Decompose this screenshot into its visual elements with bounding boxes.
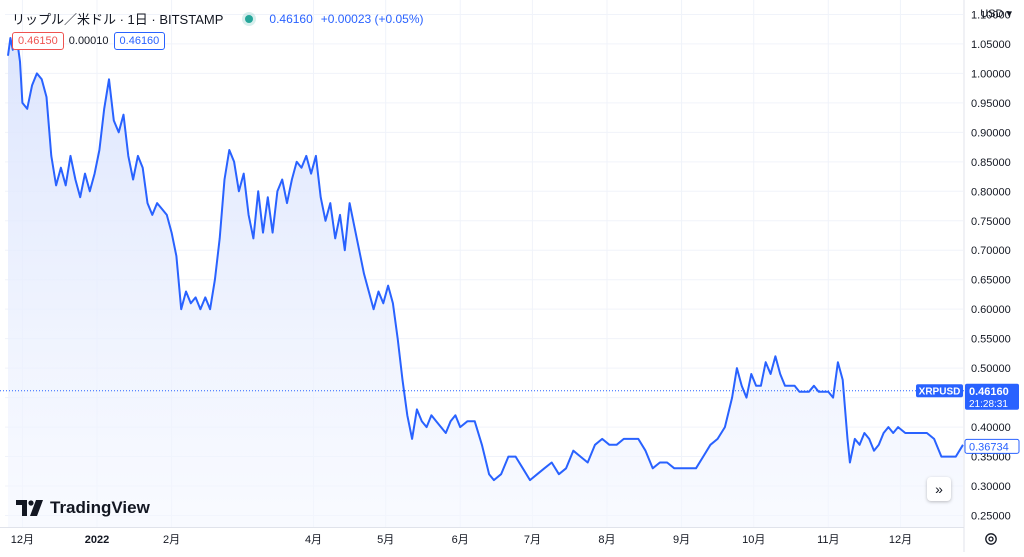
ask-price-button[interactable]: 0.46160 <box>113 32 166 50</box>
y-tick-label: 0.60000 <box>971 304 1011 316</box>
double-chevron-right-icon: » <box>935 481 943 497</box>
x-tick-label: 9月 <box>673 534 690 546</box>
x-tick-label: 2月 <box>163 534 180 546</box>
spread-value: 0.00010 <box>68 35 109 47</box>
y-tick-label: 0.55000 <box>971 334 1011 346</box>
last-price: 0.46160 <box>269 11 313 26</box>
x-tick-label: 6月 <box>452 534 469 546</box>
x-tick-label: 5月 <box>377 534 394 546</box>
y-tick-label: 0.25000 <box>971 511 1011 523</box>
x-tick-label: 4月 <box>305 534 322 546</box>
y-tick-label: 0.70000 <box>971 245 1011 257</box>
x-tick-label: 12月 <box>11 534 34 546</box>
crosshair-price-label: 0.36734 <box>969 441 1009 453</box>
symbol-title[interactable]: リップル／米ドル · 1日 · BITSTAMP <box>12 12 224 27</box>
y-tick-label: 0.65000 <box>971 275 1011 287</box>
plot-area <box>7 37 964 527</box>
price-area-fill <box>8 38 963 527</box>
y-tick-label: 0.50000 <box>971 363 1011 375</box>
currency-selector[interactable]: USD ▾ <box>980 7 1012 20</box>
symbol-header: リップル／米ドル · 1日 · BITSTAMP 0.46160 +0.0002… <box>12 9 424 28</box>
last-price-tag[interactable] <box>965 383 1019 410</box>
y-tick-label: 0.30000 <box>971 481 1011 493</box>
brand-name: TradingView <box>50 498 150 517</box>
chart-settings-button[interactable] <box>983 531 999 547</box>
y-tick-label: 0.85000 <box>971 157 1011 169</box>
bar-countdown: 21:28:31 <box>969 399 1008 410</box>
y-tick-label: 0.80000 <box>971 186 1011 198</box>
x-tick-label: 7月 <box>524 534 541 546</box>
chevron-down-icon: ▾ <box>1003 8 1012 20</box>
x-tick-label: 8月 <box>598 534 615 546</box>
y-tick-label: 1.00000 <box>971 68 1011 80</box>
currency-label: USD <box>980 8 1004 20</box>
y-tick-label: 0.75000 <box>971 216 1011 228</box>
tradingview-logo[interactable]: TradingView <box>16 498 150 518</box>
x-tick-label: 12月 <box>889 534 912 546</box>
time-axis: 12月 2022 2月 4月 5月 6月 7月 8月 9月 10月 11月 12月 <box>0 527 964 546</box>
symbol-tag <box>916 384 963 398</box>
tradingview-logo-icon <box>16 500 43 516</box>
scroll-to-realtime-button[interactable]: » <box>927 477 951 501</box>
y-tick-label: 0.95000 <box>971 98 1011 110</box>
y-tick-label: 1.10000 <box>971 9 1011 21</box>
crosshair-price-tag <box>964 438 1020 454</box>
y-tick-label: 0.90000 <box>971 127 1011 139</box>
y-tick-label: 0.40000 <box>971 422 1011 434</box>
y-tick-label: 1.05000 <box>971 39 1011 51</box>
x-tick-label: 11月 <box>817 534 839 546</box>
market-status-icon[interactable] <box>245 14 254 23</box>
price-line[interactable] <box>7 37 964 482</box>
gear-icon <box>985 533 997 545</box>
x-tick-label: 2022 <box>85 534 109 546</box>
bid-price-button[interactable]: 0.46150 <box>12 32 64 50</box>
price-axis: 1.10000 1.05000 1.00000 0.95000 0.90000 0.850… <box>963 0 1011 552</box>
quote-bar: 0.46150 0.00010 0.46160 <box>12 32 166 50</box>
symbol-tag-label: XRPUSD <box>919 386 961 397</box>
price-change: +0.00023 (+0.05%) <box>320 11 424 26</box>
last-price-tag-price: 0.46160 <box>969 386 1009 398</box>
x-tick-label: 10月 <box>742 534 765 546</box>
y-tick-label: 0.35000 <box>971 452 1011 464</box>
